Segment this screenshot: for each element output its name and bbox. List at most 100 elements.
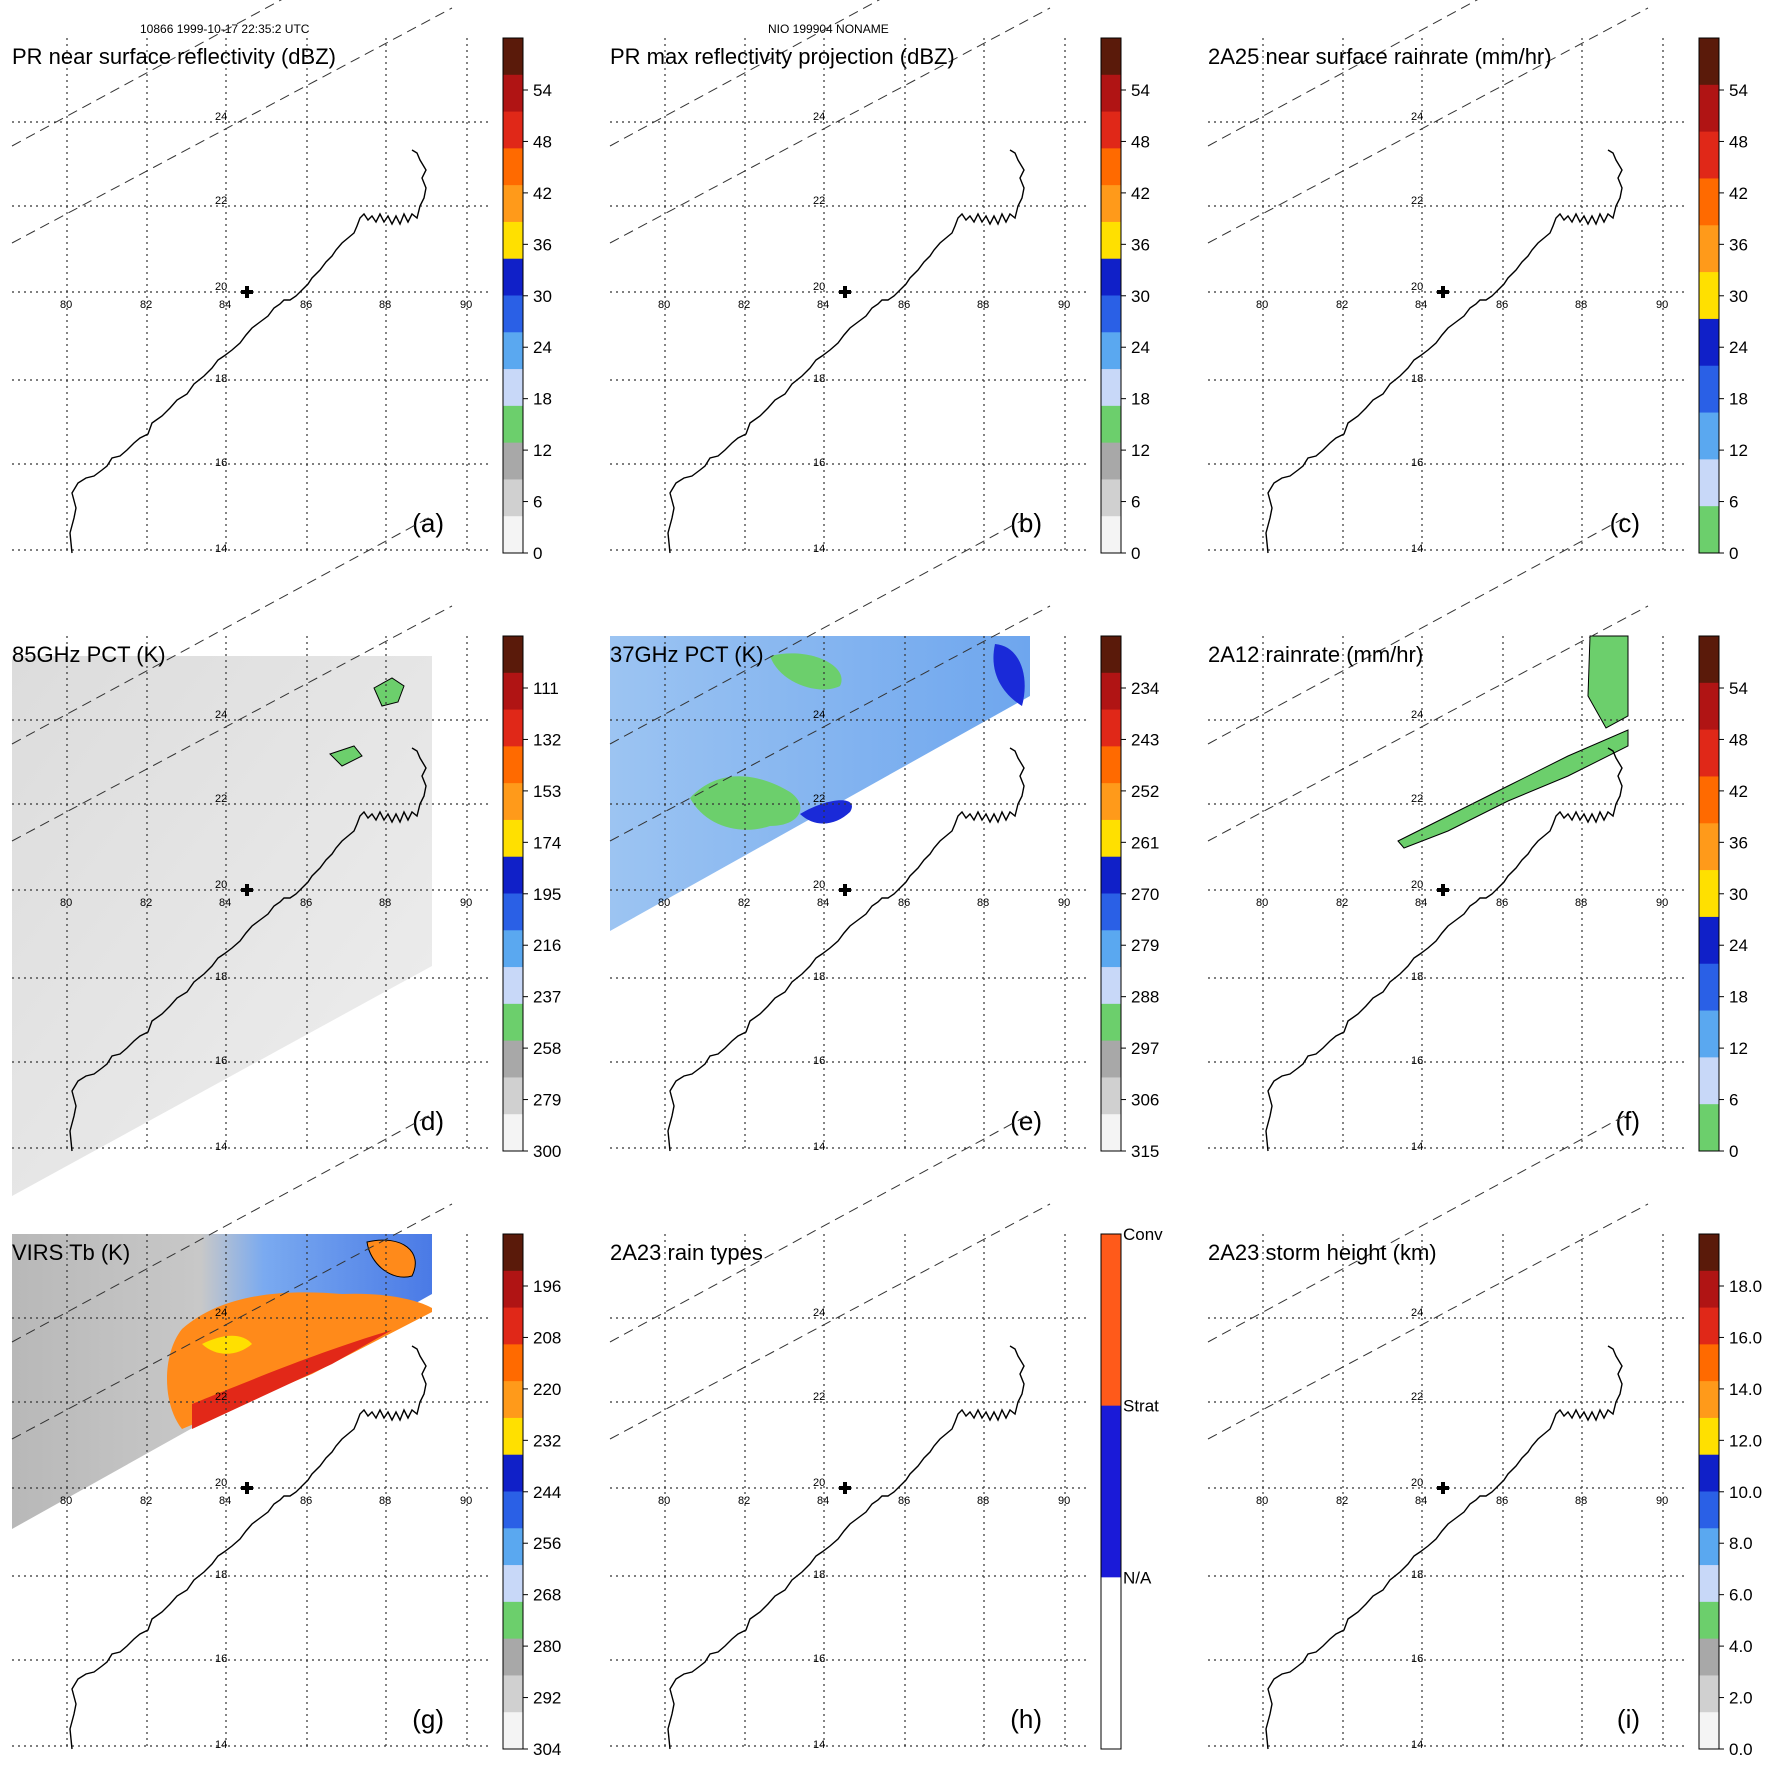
panel-title: 85GHz PCT (K) — [12, 642, 166, 667]
lon-label: 80 — [658, 897, 670, 909]
colorbar-segment — [503, 856, 523, 894]
colorbar-segment — [1699, 1344, 1719, 1382]
colorbar: 196 208 220 232 244 256 268 280 292 304 — [502, 1233, 561, 1759]
colorbar-tick-label: 132 — [533, 730, 561, 749]
lon-label: 82 — [1336, 1495, 1348, 1507]
coastline — [1265, 747, 1623, 1152]
colorbar-tick-label: 36 — [533, 235, 552, 254]
colorbar: 18.0 16.0 14.0 12.0 10.0 8.0 6.0 4.0 2.0 0.0 — [1698, 1233, 1762, 1759]
cold-cloud-patch — [329, 745, 363, 767]
rain-band — [1587, 635, 1629, 729]
panel-letter: (d) — [412, 1106, 444, 1136]
colorbar-tick-label: 48 — [533, 132, 552, 151]
colorbar-segment — [1699, 225, 1719, 273]
colorbar-segment — [1101, 930, 1121, 968]
lat-label: 20 — [813, 1477, 825, 1489]
lat-label: 14 — [1411, 1141, 1423, 1153]
colorbar-tick-label: 4.0 — [1729, 1637, 1753, 1656]
colorbar-tick-label: 16.0 — [1729, 1328, 1762, 1347]
colorbar-segment — [1699, 1454, 1719, 1492]
lat-label: 16 — [1411, 1653, 1423, 1665]
lon-label: 86 — [898, 299, 910, 311]
colorbar-tick-label: 270 — [1131, 885, 1159, 904]
lon-label: 82 — [140, 299, 152, 311]
colorbar-segment — [503, 332, 523, 370]
colorbar-tick-label: 36 — [1729, 833, 1748, 852]
panel-i: 80 82 84 86 88 90 24 22 20 18 16 14 2A23 storm heigh… — [1207, 1113, 1762, 1759]
storm-center-marker — [241, 286, 253, 298]
colorbar-segment — [1699, 506, 1719, 554]
colorbar-segment — [503, 295, 523, 333]
colorbar-segment — [1101, 479, 1121, 517]
lon-label: 84 — [219, 1495, 231, 1507]
panel-grid: 80 82 84 86 88 90 24 22 20 18 16 14 PR near surface … — [11, 0, 1762, 1759]
panel-title: 2A25 near surface rainrate (mm/hr) — [1208, 44, 1552, 69]
lat-label: 24 — [813, 1307, 825, 1319]
coastline — [667, 149, 1025, 554]
colorbar-segment — [1101, 442, 1121, 480]
panel-letter: (a) — [412, 508, 444, 538]
colorbar-tick-label: 208 — [533, 1328, 561, 1347]
lat-label: 24 — [215, 709, 227, 721]
colorbar-tick-label: 304 — [533, 1740, 561, 1759]
colorbar-tick-label: 12 — [1729, 441, 1748, 460]
colorbar-segment — [1101, 1003, 1121, 1042]
colorbar-tick-label: Conv — [1123, 1225, 1163, 1244]
colorbar-segment — [1699, 1381, 1719, 1419]
colorbar-segment — [503, 636, 523, 674]
colorbar-segment — [503, 746, 523, 784]
lat-label: 22 — [215, 195, 227, 207]
colorbar-segment — [1101, 148, 1121, 186]
lon-label: 80 — [60, 299, 72, 311]
lon-label: 90 — [1656, 897, 1668, 909]
cold-patch — [993, 644, 1025, 706]
colorbar-segment — [1699, 916, 1719, 965]
colorbar-segment — [1699, 1601, 1719, 1640]
colorbar-segment — [503, 1077, 523, 1115]
colorbar-segment — [1101, 709, 1121, 747]
lat-label: 14 — [215, 543, 227, 555]
panel-letter: (b) — [1010, 508, 1042, 538]
colorbar-tick-label: 2.0 — [1729, 1689, 1753, 1708]
colorbar-segment — [503, 672, 523, 711]
colorbar-segment — [1101, 516, 1121, 554]
colorbar: Conv Strat N/A — [1100, 1225, 1163, 1750]
cold-top-region — [366, 1239, 416, 1278]
colorbar-tick-label: 18 — [1131, 390, 1150, 409]
colorbar-tick-label: 111 — [533, 679, 559, 698]
colorbar-segment — [1101, 258, 1121, 296]
panel-letter: (c) — [1610, 508, 1640, 538]
lat-label: 18 — [1411, 971, 1423, 983]
panel-letter: (f) — [1615, 1106, 1640, 1136]
panel-h: 80 82 84 86 88 90 24 22 20 18 16 14 2A23 rain types (… — [609, 1113, 1163, 1751]
storm-name-label: NIO 199904 NONAME — [768, 22, 889, 36]
lon-label: 88 — [1575, 299, 1587, 311]
colorbar-segment — [503, 1040, 523, 1078]
lon-label: 90 — [460, 1495, 472, 1507]
lon-label: 88 — [977, 1495, 989, 1507]
colorbar-segment — [1699, 1104, 1719, 1152]
swath-edge-line — [609, 605, 1051, 842]
coastline — [667, 1345, 1025, 1750]
lat-label: 20 — [215, 281, 227, 293]
colorbar-segment — [1101, 405, 1121, 444]
colorbar-segment — [1699, 365, 1719, 414]
lat-label: 22 — [813, 793, 825, 805]
lon-label: 82 — [140, 897, 152, 909]
colorbar-tick-label: 8.0 — [1729, 1534, 1753, 1553]
lat-label: 16 — [813, 1653, 825, 1665]
colorbar-tick-label: 252 — [1131, 782, 1159, 801]
colorbar-segment — [503, 1454, 523, 1492]
lat-label: 16 — [813, 1055, 825, 1067]
storm-center-marker — [241, 1482, 253, 1494]
lat-label: 22 — [813, 1391, 825, 1403]
colorbar-segment — [1699, 1675, 1719, 1713]
lon-label: 82 — [738, 1495, 750, 1507]
colorbar-tick-label: 12 — [1131, 441, 1150, 460]
colorbar-tick-label: 297 — [1131, 1039, 1159, 1058]
storm-center-marker — [839, 1482, 851, 1494]
colorbar-segment — [503, 1528, 523, 1566]
swath-edge-line — [609, 1203, 1051, 1440]
lat-label: 14 — [813, 1141, 825, 1153]
